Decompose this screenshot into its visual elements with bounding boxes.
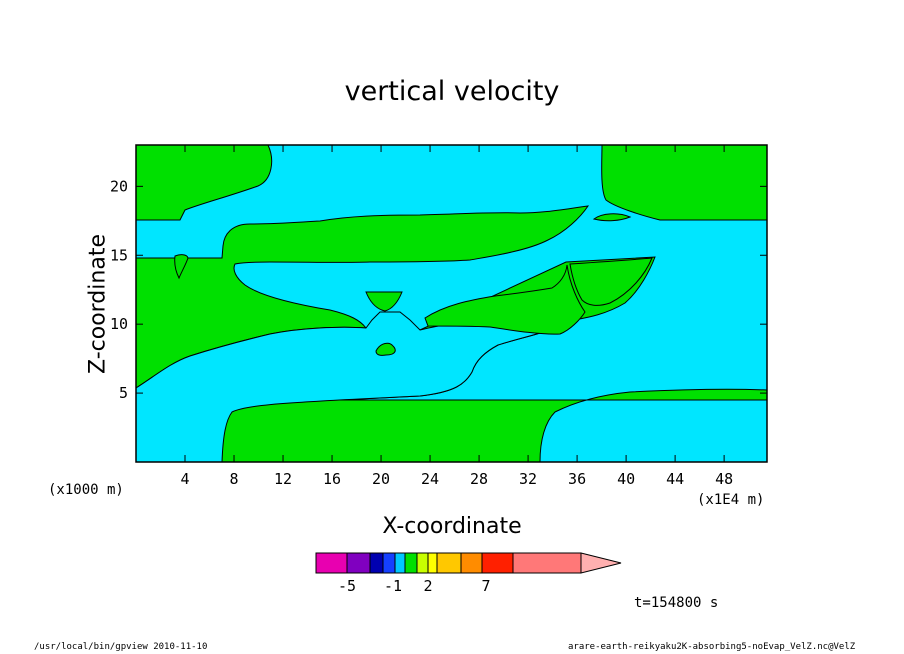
contour-region — [592, 213, 632, 222]
colorbar-segment — [315, 552, 348, 574]
x-scale-label: (x1E4 m) — [697, 492, 765, 508]
x-axis-ticks: 4 8 12 16 20 24 28 32 36 40 44 48 — [180, 145, 733, 488]
colorbar-tick-label: -5 — [338, 577, 356, 595]
colorbar-segment — [436, 552, 462, 574]
colorbar-tick-label: 7 — [481, 577, 490, 595]
y-tick-label: 15 — [110, 246, 128, 264]
footer-right: arare-earth-reikyaku2K-absorbing5-noEvap… — [568, 642, 856, 652]
colorbar-segment — [512, 552, 582, 574]
x-unit-label: (x1000 m) — [48, 482, 124, 498]
x-tick-label: 12 — [274, 470, 292, 488]
colorbar-segment — [369, 552, 384, 574]
contour-region — [569, 257, 653, 306]
colorbar-segment — [382, 552, 396, 574]
contour-region — [135, 258, 768, 463]
contour-region — [365, 291, 403, 312]
contour-region — [424, 264, 586, 335]
colorbar-segment — [404, 552, 418, 574]
footer-left: /usr/local/bin/gpview 2010-11-10 — [34, 642, 208, 652]
colorbar-extension-arrow — [580, 552, 622, 574]
x-tick-label: 20 — [372, 470, 390, 488]
x-tick-label: 4 — [180, 470, 189, 488]
contour-region — [174, 254, 189, 280]
colorbar-segment — [346, 552, 371, 574]
x-axis-label: X-coordinate — [382, 514, 522, 539]
colorbar: -5 -1 2 7 — [315, 552, 622, 595]
y-tick-label: 5 — [119, 384, 128, 402]
colorbar-segment — [427, 552, 438, 574]
y-axis-ticks: 5 10 15 20 — [110, 177, 767, 402]
colorbar-tick-label: 2 — [423, 577, 432, 595]
y-tick-label: 10 — [110, 315, 128, 333]
chart-title: vertical velocity — [344, 76, 560, 107]
x-tick-label: 44 — [666, 470, 684, 488]
x-tick-label: 48 — [715, 470, 733, 488]
contour-region — [375, 342, 396, 356]
x-tick-label: 40 — [617, 470, 635, 488]
y-tick-label: 20 — [110, 177, 128, 195]
contour-field — [135, 144, 768, 463]
x-tick-label: 32 — [519, 470, 537, 488]
plot-frame — [135, 144, 768, 463]
x-tick-label: 36 — [568, 470, 586, 488]
time-label: t=154800 s — [634, 595, 719, 611]
colorbar-segment — [481, 552, 514, 574]
contour-region — [601, 144, 768, 221]
colorbar-segment — [416, 552, 429, 574]
x-tick-label: 16 — [323, 470, 341, 488]
colorbar-segment — [394, 552, 406, 574]
colorbar-tick-label: -1 — [384, 577, 402, 595]
x-tick-label: 28 — [470, 470, 488, 488]
contour-region — [135, 144, 273, 221]
x-tick-label: 24 — [421, 470, 439, 488]
x-tick-label: 8 — [230, 470, 239, 488]
y-axis-label: Z-coordinate — [85, 234, 111, 374]
colorbar-segment — [460, 552, 483, 574]
